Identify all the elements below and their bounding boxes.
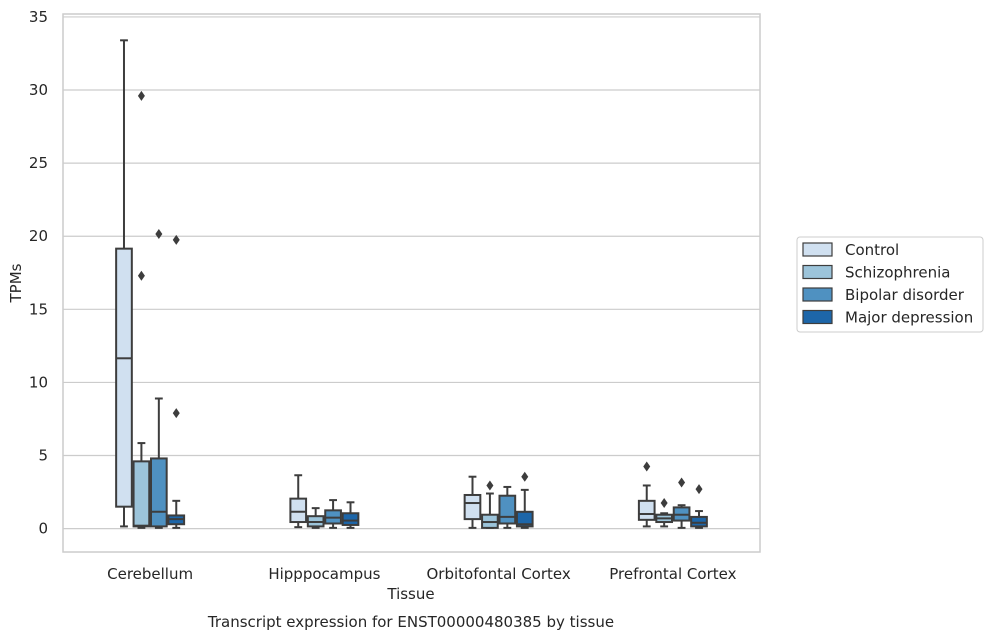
box-3-0 — [167, 234, 186, 529]
x-tick-label-2: Orbitofontal Cortex — [427, 565, 571, 583]
box-body — [637, 499, 656, 521]
y-axis-label: TPMs — [7, 263, 25, 303]
legend-label-3: Major depression — [845, 309, 973, 327]
x-axis-label: Tissue — [386, 585, 434, 603]
outlier-point — [660, 498, 668, 509]
box-1-3 — [655, 498, 674, 528]
outlier-point — [486, 480, 494, 491]
box-2-0 — [149, 229, 168, 529]
y-tick-label-20: 20 — [29, 227, 48, 245]
box-body — [132, 460, 151, 528]
box-3-3 — [690, 484, 708, 529]
y-tick-label-25: 25 — [29, 154, 48, 172]
legend-label-2: Bipolar disorder — [845, 286, 965, 304]
legend-label-1: Schizophrenia — [845, 264, 950, 282]
x-tick-label-0: Cerebellum — [107, 565, 193, 583]
box-0-3 — [637, 461, 656, 528]
y-tick-label-0: 0 — [38, 520, 48, 538]
y-tick-label-5: 5 — [38, 447, 48, 465]
outlier-point — [695, 484, 703, 495]
legend-frame — [796, 236, 984, 333]
outlier-point — [521, 471, 529, 482]
box-1-2 — [481, 480, 499, 529]
outlier-point — [678, 477, 686, 488]
box-2-1 — [324, 499, 342, 529]
box-2-2 — [498, 485, 517, 529]
outlier-point — [137, 90, 145, 101]
legend-swatch-1 — [802, 264, 833, 280]
legend-swatch-0 — [802, 242, 833, 257]
box-body — [341, 512, 360, 526]
box-body — [463, 493, 482, 521]
box-0-2 — [463, 475, 482, 529]
outlier-point — [172, 234, 180, 245]
legend-swatch-3 — [802, 309, 833, 325]
y-tick-label-35: 35 — [29, 8, 48, 26]
box-1-1 — [306, 507, 325, 529]
outlier-point — [643, 461, 651, 472]
box-body — [498, 494, 517, 525]
box-body — [115, 247, 133, 508]
x-tick-label-1: Hipppocampus — [268, 565, 380, 583]
outlier-point — [137, 270, 145, 281]
box-body — [289, 497, 308, 524]
y-tick-label-30: 30 — [29, 81, 48, 99]
legend-label-0: Control — [845, 241, 899, 259]
box-3-1 — [341, 501, 360, 529]
outlier-point — [155, 229, 163, 240]
y-tick-label-10: 10 — [29, 373, 48, 391]
chart-caption: Transcript expression for ENST0000048038… — [207, 613, 614, 631]
plot-frame — [62, 13, 761, 553]
gridlines — [63, 16, 760, 530]
legend-swatch-2 — [802, 287, 833, 302]
box-body — [690, 515, 708, 528]
legend: Control Schizophrenia Bipolar disorder Majo… — [796, 236, 984, 333]
boxes — [115, 39, 708, 529]
x-tick-labels: Cerebellum Hipppocampus Orbitofontal Corte… — [107, 565, 736, 583]
box-2-3 — [672, 477, 691, 529]
box-0-0 — [115, 39, 133, 528]
box-body — [515, 510, 534, 528]
y-tick-labels: 0 5 10 15 20 25 30 35 — [29, 8, 48, 538]
box-0-1 — [289, 474, 308, 529]
y-tick-label-15: 15 — [29, 300, 48, 318]
outlier-point — [172, 408, 180, 419]
box-3-2 — [515, 471, 534, 529]
box-1-0 — [132, 90, 151, 529]
box-body — [149, 457, 168, 528]
x-tick-label-3: Prefrontal Cortex — [609, 565, 736, 583]
